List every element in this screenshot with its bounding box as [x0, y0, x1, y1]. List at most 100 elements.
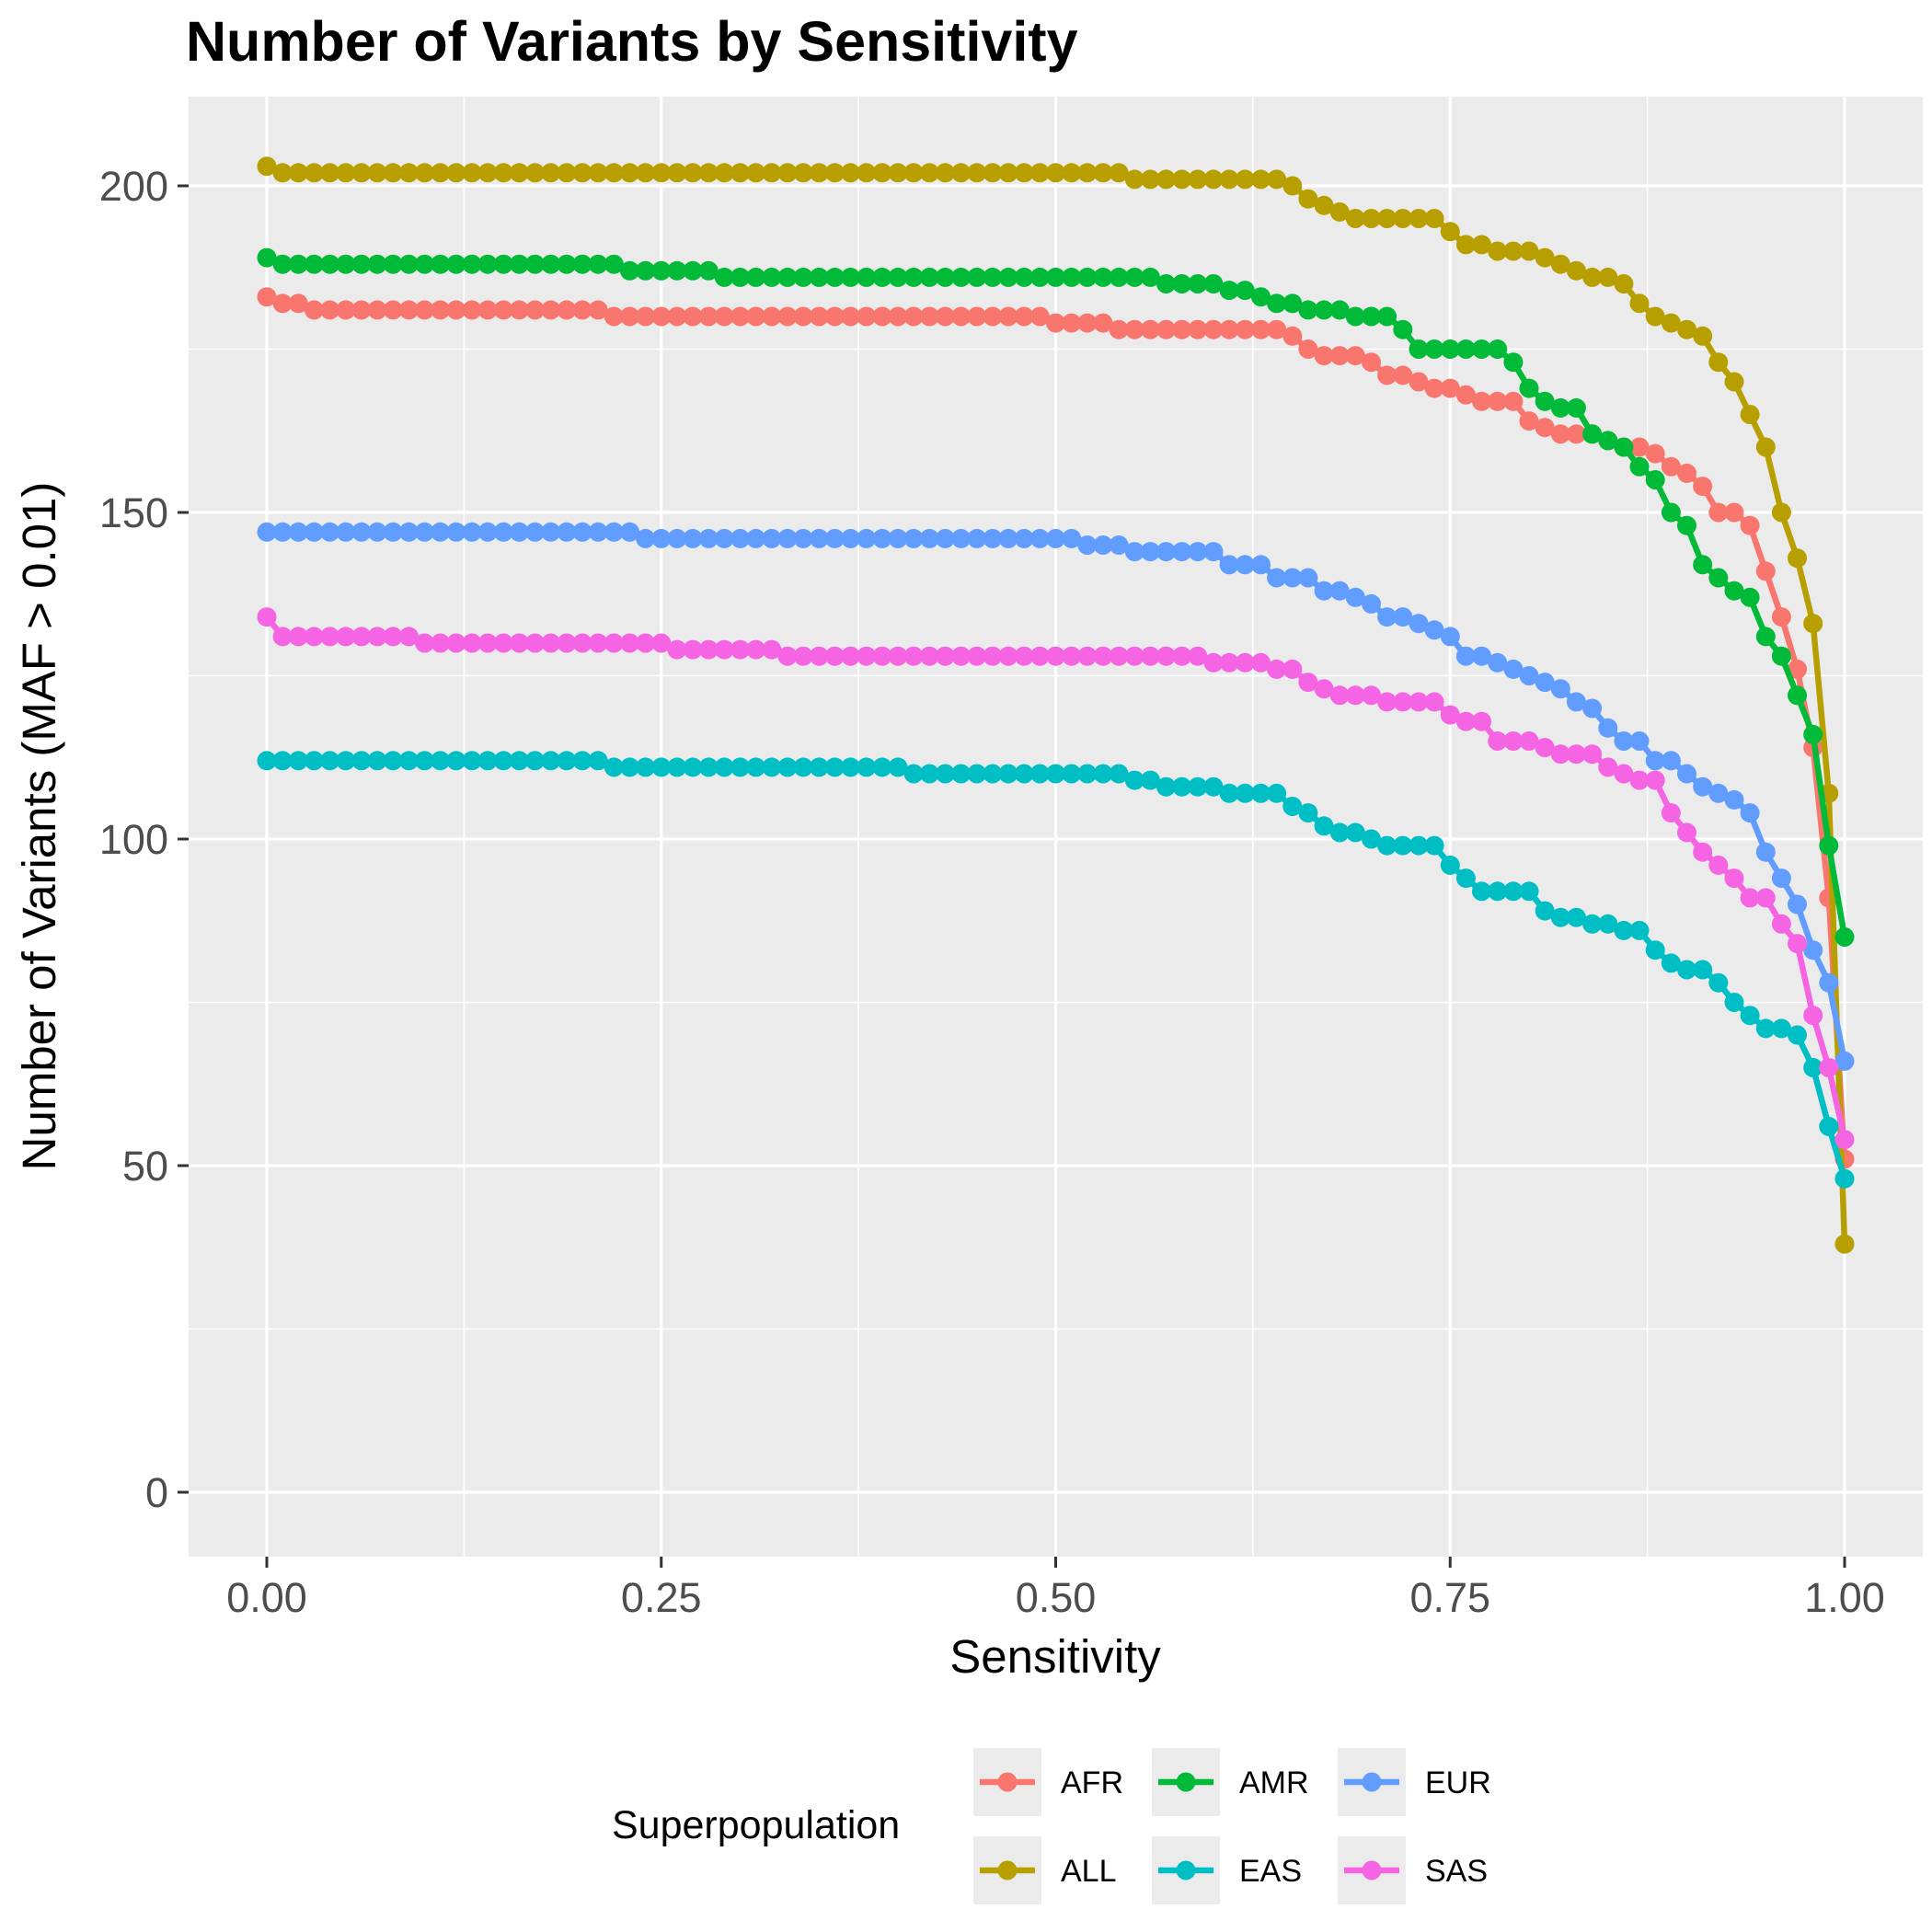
data-point-eur	[1046, 528, 1065, 548]
data-point-afr	[462, 300, 482, 320]
data-point-afr	[1661, 456, 1681, 477]
data-point-all	[431, 163, 451, 183]
data-point-sas	[1314, 679, 1334, 699]
data-point-eur	[604, 522, 624, 542]
data-point-eas	[857, 757, 877, 777]
data-point-eas	[1819, 1116, 1839, 1136]
data-point-eur	[1550, 679, 1570, 699]
axes-layer: 0.00 0.25 0.50 0.75 1.00 0 50 100 150 200	[99, 163, 1885, 1621]
data-point-afr	[1740, 515, 1760, 535]
data-point-amr	[1629, 456, 1650, 477]
data-point-amr	[1393, 319, 1413, 339]
data-point-eas	[1693, 960, 1713, 980]
legend-title: Superpopulation	[612, 1803, 900, 1847]
data-point-all	[1598, 267, 1618, 287]
data-point-eas	[288, 751, 308, 771]
data-point-afr	[257, 287, 277, 307]
data-point-afr	[446, 300, 466, 320]
data-point-amr	[272, 254, 293, 274]
data-point-eur	[1172, 542, 1192, 562]
data-point-sas	[1614, 764, 1634, 784]
data-point-eas	[1203, 776, 1224, 797]
series-amr	[257, 247, 1855, 947]
data-point-eur	[336, 522, 356, 542]
data-point-sas	[1440, 705, 1460, 725]
data-point-all	[1329, 201, 1350, 222]
data-point-sas	[493, 633, 513, 653]
data-point-sas	[762, 639, 782, 660]
legend: Superpopulation AFR ALL AMR EAS EUR SAS	[612, 1748, 1491, 1904]
data-point-all	[1566, 260, 1586, 281]
data-point-afr	[1124, 319, 1144, 339]
data-point-sas	[651, 633, 672, 653]
legend-label: SAS	[1425, 1854, 1488, 1889]
series-layer	[257, 156, 1855, 1254]
x-tick-label: 1.00	[1804, 1574, 1885, 1621]
data-point-all	[1345, 209, 1365, 228]
data-point-afr	[841, 306, 860, 327]
data-point-all	[698, 163, 719, 183]
data-point-eur	[477, 522, 498, 542]
data-point-eas	[572, 751, 592, 771]
data-point-all	[1550, 254, 1570, 274]
data-point-amr	[903, 267, 924, 287]
data-point-eas	[509, 751, 529, 771]
data-point-eur	[1708, 783, 1729, 803]
y-axis-title: Number of Variants (MAF > 0.01)	[13, 482, 65, 1171]
data-point-all	[1519, 241, 1539, 261]
data-point-afr	[1156, 319, 1176, 339]
data-point-afr	[1708, 502, 1729, 523]
data-point-eas	[1724, 993, 1744, 1012]
data-point-all	[1677, 319, 1696, 339]
data-point-amr	[762, 267, 782, 287]
legend-label: EAS	[1239, 1854, 1302, 1889]
data-point-sas	[1267, 659, 1287, 679]
data-point-sas	[1803, 1006, 1823, 1026]
data-point-all	[462, 163, 482, 183]
data-point-afr	[1062, 313, 1082, 333]
data-point-eas	[1455, 868, 1476, 889]
data-point-afr	[919, 306, 939, 327]
data-point-amr	[1519, 378, 1539, 398]
data-point-amr	[1598, 431, 1618, 451]
data-point-afr	[477, 300, 498, 320]
data-point-afr	[336, 300, 356, 320]
data-point-eur	[1440, 627, 1460, 647]
data-point-eur	[1393, 607, 1413, 627]
data-point-afr	[1535, 418, 1555, 438]
data-point-afr	[967, 306, 987, 327]
data-point-afr	[793, 306, 813, 327]
data-point-sas	[1409, 692, 1429, 712]
data-point-sas	[1156, 646, 1176, 666]
data-point-afr	[951, 306, 972, 327]
data-point-amr	[1566, 397, 1586, 418]
data-point-amr	[525, 254, 545, 274]
data-point-amr	[746, 267, 766, 287]
data-point-eur	[383, 522, 403, 542]
data-point-afr	[1298, 339, 1318, 359]
data-point-sas	[620, 633, 639, 653]
data-point-sas	[841, 646, 860, 666]
data-point-amr	[1029, 267, 1050, 287]
data-point-all	[288, 163, 308, 183]
data-point-all	[493, 163, 513, 183]
data-point-sas	[1519, 731, 1539, 751]
data-point-eur	[320, 522, 340, 542]
data-point-eur	[1535, 673, 1555, 693]
major-gridlines	[189, 97, 1923, 1557]
data-point-amr	[683, 260, 703, 281]
data-point-eas	[1834, 1168, 1855, 1189]
data-point-sas	[525, 633, 545, 653]
data-point-eas	[1014, 764, 1034, 784]
data-point-eur	[1124, 542, 1144, 562]
data-point-eur	[1803, 940, 1823, 960]
data-point-eur	[998, 528, 1018, 548]
data-point-sas	[636, 633, 656, 653]
data-point-all	[1077, 163, 1098, 183]
data-point-eas	[1503, 881, 1524, 902]
data-point-amr	[793, 267, 813, 287]
data-point-afr	[1645, 443, 1665, 464]
data-point-eur	[793, 528, 813, 548]
data-point-amr	[698, 260, 719, 281]
